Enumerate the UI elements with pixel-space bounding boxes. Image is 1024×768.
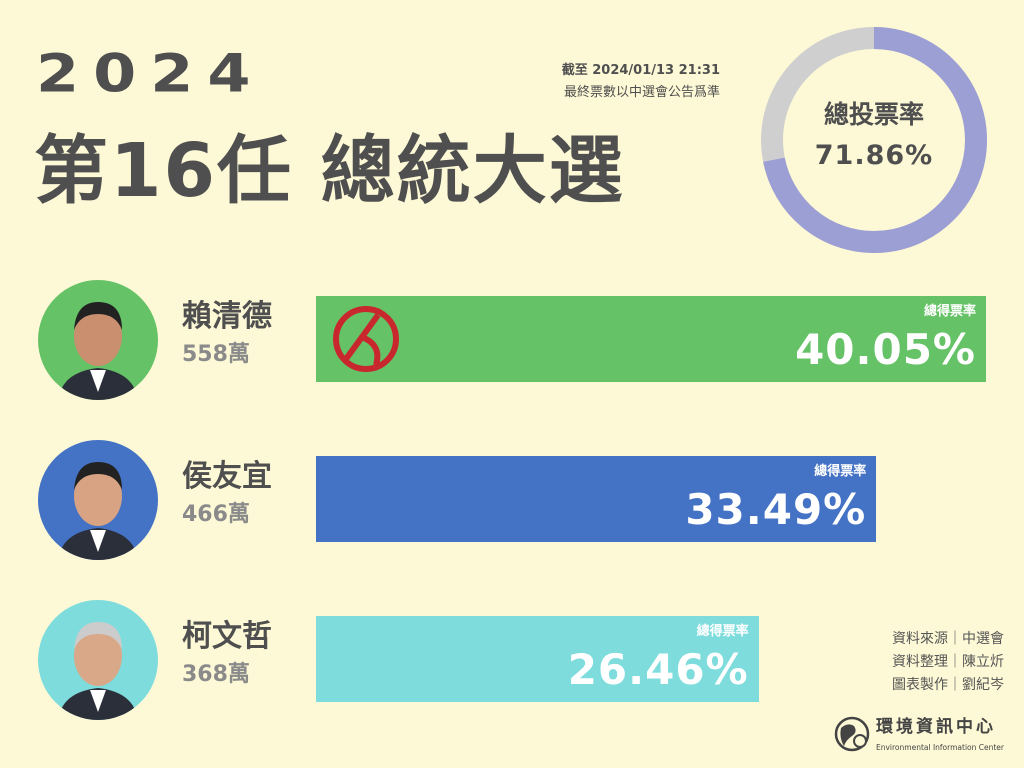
bar-3: 總得票率 26.46%	[316, 616, 759, 702]
logo-subtitle: Environmental Information Center	[876, 743, 1004, 752]
candidate-photo	[38, 600, 158, 720]
donut-arc-turnout	[761, 27, 987, 253]
turnout-donut	[761, 27, 987, 253]
candidate-photo	[38, 280, 158, 400]
turnout-value: 71.86%	[814, 140, 934, 171]
candidate-name: 柯文哲	[182, 619, 272, 654]
candidate-votes: 466萬	[182, 502, 250, 527]
globe-icon	[834, 716, 870, 752]
logo-name: 環境資訊中心	[876, 717, 996, 737]
year-heading: 2024	[36, 42, 265, 105]
bar-2: 總得票率 33.49%	[316, 456, 877, 542]
as-of-timestamp: 截至 2024/01/13 21:31	[561, 63, 720, 78]
credit-designer: 圖表製作｜劉紀岑	[892, 677, 1004, 693]
rate-value: 33.49%	[685, 485, 867, 534]
disclaimer-note: 最終票數以中選會公告爲準	[563, 85, 720, 100]
elected-stamp-icon	[333, 306, 399, 372]
turnout-label: 總投票率	[823, 100, 924, 129]
bar-1: 總得票率 40.05%	[316, 296, 986, 382]
rate-value: 26.46%	[567, 645, 749, 694]
rate-value: 40.05%	[795, 325, 976, 374]
candidate-name: 侯友宜	[182, 459, 272, 494]
rate-label: 總得票率	[814, 464, 867, 479]
rate-label: 總得票率	[923, 304, 976, 319]
credit-compiler: 資料整理｜陳立炘	[892, 654, 1004, 670]
candidate-name: 賴清德	[182, 299, 272, 334]
page-title: 第16任 總統大選	[34, 128, 625, 214]
rate-label: 總得票率	[696, 624, 749, 639]
credit-source: 資料來源｜中選會	[892, 631, 1004, 647]
candidate-photo	[38, 440, 158, 560]
candidate-votes: 558萬	[182, 342, 250, 367]
candidate-votes: 368萬	[182, 662, 250, 687]
credits: 資料來源｜中選會 資料整理｜陳立炘 圖表製作｜劉紀岑	[840, 628, 1004, 697]
